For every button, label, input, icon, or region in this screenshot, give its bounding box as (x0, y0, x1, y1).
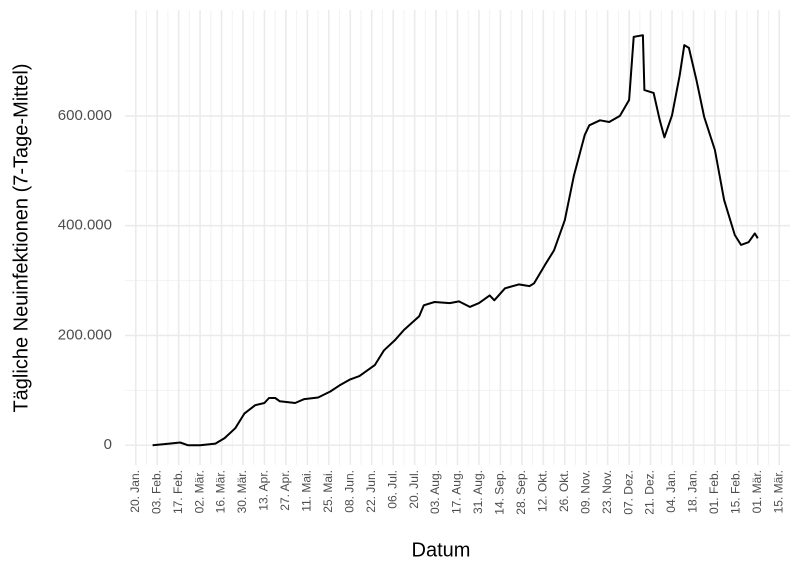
y-tick-label: 400.000 (58, 217, 112, 234)
x-tick-label: 18. Jan. (686, 470, 700, 513)
x-tick-label: 07. Dez. (621, 470, 635, 515)
x-tick-label: 30. Mär. (235, 470, 249, 513)
x-tick-label: 31. Aug. (471, 470, 485, 514)
x-tick-label: 03. Feb. (149, 470, 163, 514)
x-tick-label: 14. Sep. (493, 470, 507, 515)
data-line (152, 34, 759, 447)
x-axis-title: Datum (412, 539, 471, 561)
x-tick-label: 20. Jan. (128, 470, 142, 513)
x-tick-label: 06. Jul. (385, 470, 399, 509)
x-tick-label: 26. Okt. (557, 470, 571, 512)
x-tick-label: 09. Nov. (578, 470, 592, 514)
x-tick-label: 11. Mai. (300, 470, 314, 512)
y-tick-label: 200.000 (58, 326, 112, 343)
x-tick-label: 12. Okt. (535, 470, 549, 512)
x-tick-label: 27. Apr. (278, 470, 292, 511)
x-tick-label: 03. Aug. (428, 470, 442, 514)
x-tick-label: 17. Feb. (171, 470, 185, 514)
x-tick-label: 01. Mär. (750, 470, 764, 513)
y-tick-label: 600.000 (58, 107, 112, 124)
x-tick-label: 16. Mär. (214, 470, 228, 513)
x-tick-label: 25. Mai. (321, 470, 335, 513)
x-tick-label: 28. Sep. (514, 470, 528, 515)
x-tick-label: 17. Aug. (450, 470, 464, 514)
x-tick-label: 13. Apr. (257, 470, 271, 511)
x-tick-label: 22. Jun. (364, 470, 378, 513)
x-tick-label: 15. Feb. (729, 470, 743, 514)
x-tick-label: 15. Mär. (771, 470, 785, 513)
x-tick-label: 23. Nov. (600, 470, 614, 514)
x-tick-label: 04. Jan. (664, 470, 678, 513)
y-tick-label: 0 (104, 436, 112, 453)
x-tick-label: 02. Mär. (192, 470, 206, 513)
x-tick-label: 08. Jun. (342, 470, 356, 513)
x-tick-label: 21. Dez. (643, 470, 657, 515)
y-axis-title: Tägliche Neuinfektionen (7-Tage-Mittel) (10, 63, 32, 412)
x-tick-label: 20. Jul. (407, 470, 421, 509)
x-tick-label: 01. Feb. (707, 470, 721, 514)
